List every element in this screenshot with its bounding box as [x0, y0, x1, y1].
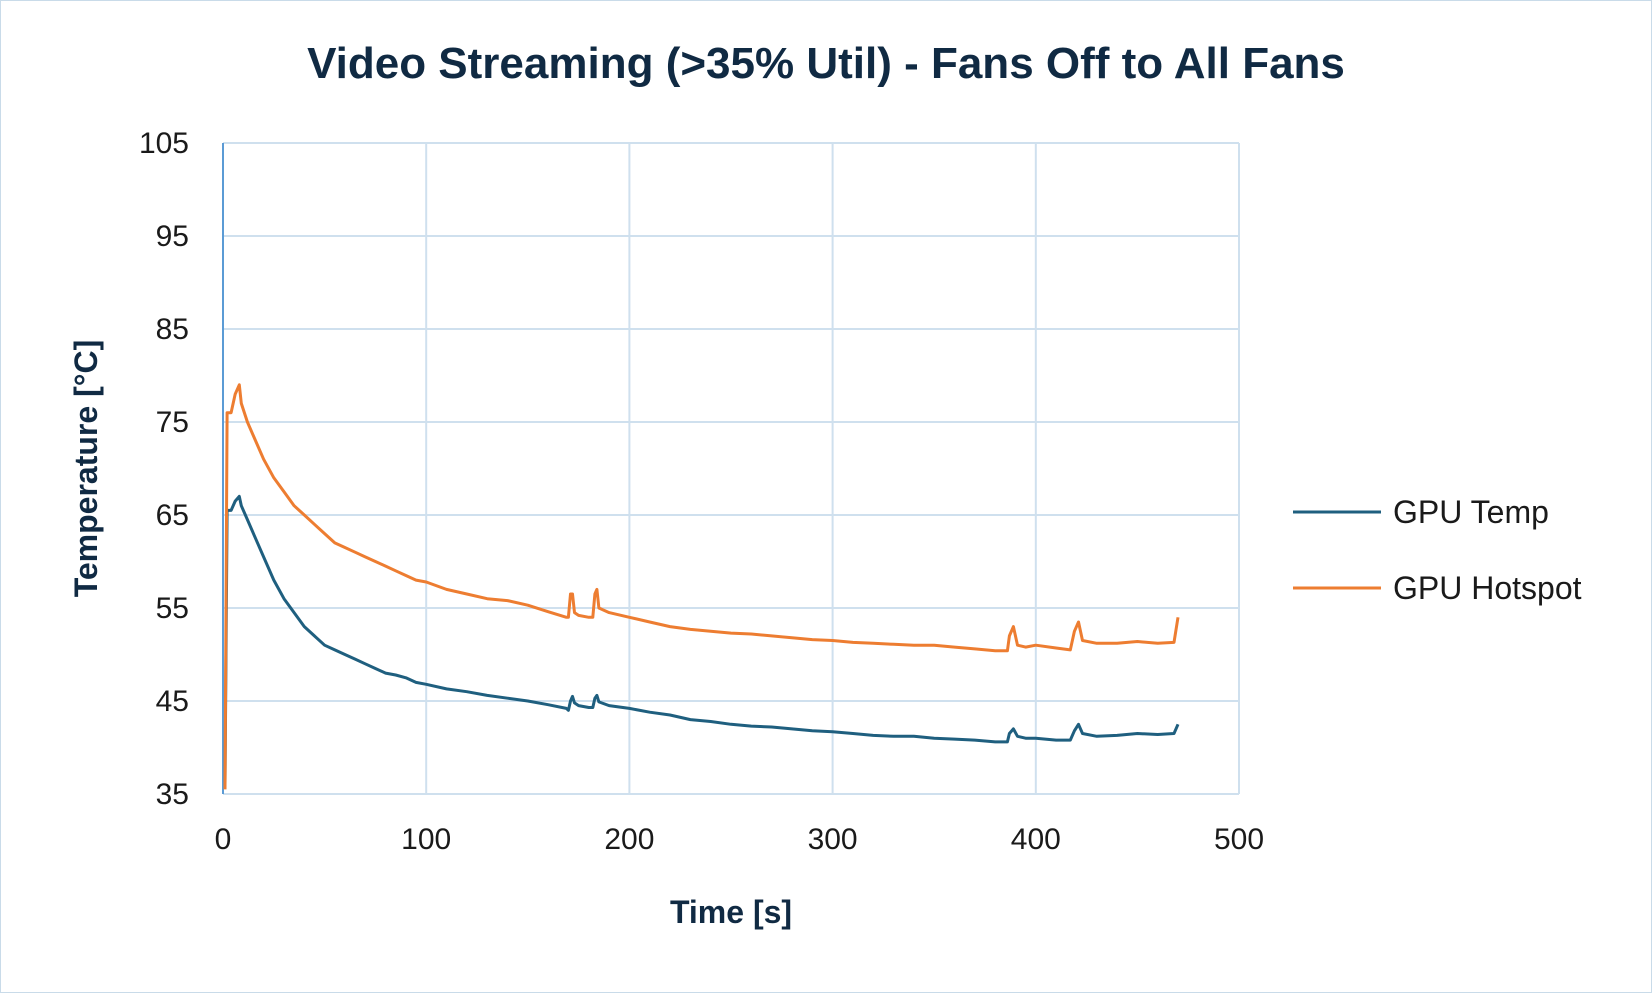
- chart-title: Video Streaming (>35% Util) - Fans Off t…: [307, 39, 1345, 88]
- y-tick-label-95: 95: [156, 220, 189, 253]
- y-tick-label-35: 35: [156, 778, 189, 811]
- x-tick-label-0: 0: [215, 823, 232, 856]
- y-axis-title: Temperature [°C]: [68, 340, 104, 598]
- legend-label-gpu-temp: GPU Temp: [1393, 494, 1549, 530]
- x-tick-label-200: 200: [604, 823, 654, 856]
- y-tick-label-55: 55: [156, 592, 189, 625]
- y-tick-label-105: 105: [139, 127, 189, 160]
- x-tick-label-100: 100: [401, 823, 451, 856]
- x-tick-label-400: 400: [1011, 823, 1061, 856]
- y-tick-label-85: 85: [156, 313, 189, 346]
- x-tick-label-300: 300: [808, 823, 858, 856]
- x-tick-label-500: 500: [1214, 823, 1264, 856]
- x-axis-title: Time [s]: [670, 894, 792, 930]
- y-tick-label-65: 65: [156, 499, 189, 532]
- series-line-gpu-temp: [223, 494, 1180, 785]
- y-tick-label-75: 75: [156, 406, 189, 439]
- y-tick-label-45: 45: [156, 685, 189, 718]
- legend-label-gpu-hotspot: GPU Hotspot: [1393, 570, 1582, 606]
- series-line-gpu-hotspot: [223, 383, 1180, 790]
